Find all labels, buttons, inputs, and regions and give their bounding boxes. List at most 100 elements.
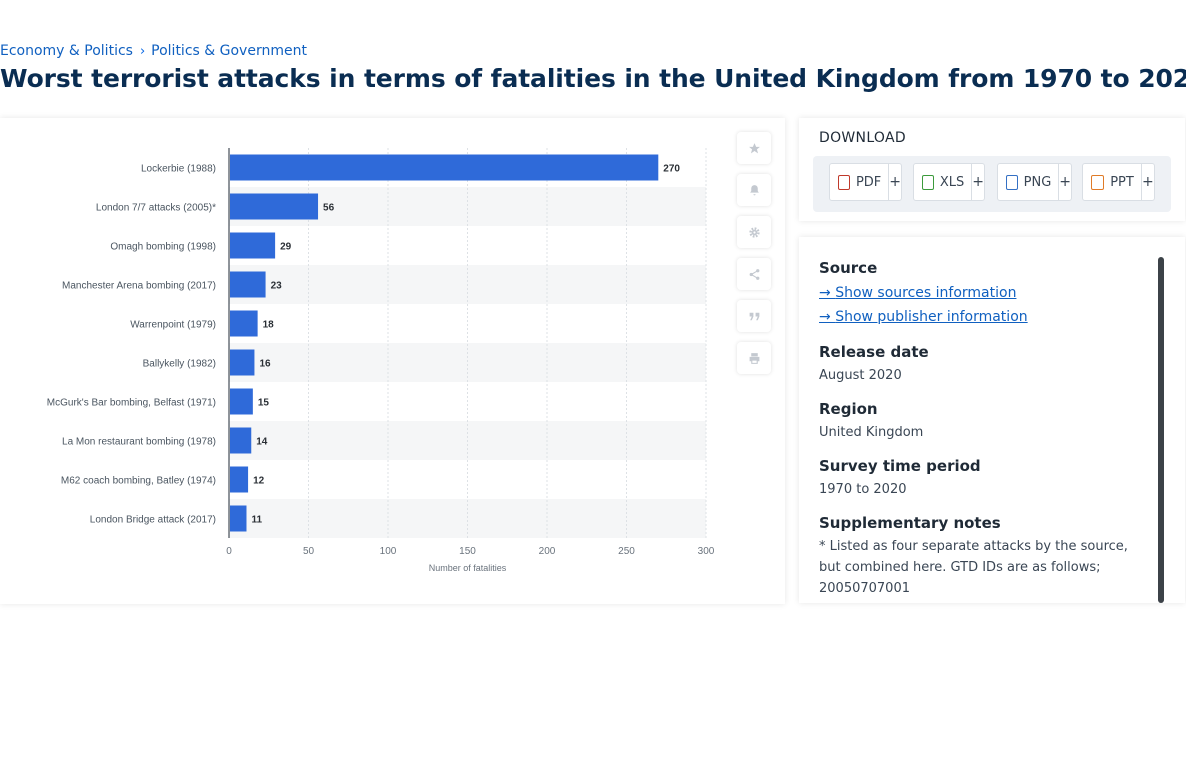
notification-button[interactable] <box>737 174 771 206</box>
category-label: London 7/7 attacks (2005)* <box>96 203 216 214</box>
category-label: McGurk's Bar bombing, Belfast (1971) <box>47 398 216 409</box>
download-pdf-button[interactable]: PDF + <box>829 163 902 201</box>
download-xls-button[interactable]: XLS + <box>913 163 985 201</box>
page-title: Worst terrorist attacks in terms of fata… <box>0 64 1186 93</box>
download-png-label: PNG <box>1023 174 1052 190</box>
region-block: Region United Kingdom <box>819 400 1149 443</box>
data-label: 16 <box>259 359 271 370</box>
bell-icon <box>749 184 759 195</box>
show-sources-label: Show sources information <box>835 285 1017 301</box>
notes-line-3: 20050707002 <box>819 599 1149 603</box>
bar <box>230 505 247 532</box>
x-tick-label: 300 <box>698 546 715 557</box>
category-label: M62 coach bombing, Batley (1974) <box>61 476 216 487</box>
png-file-icon <box>1006 174 1018 190</box>
source-heading: Source <box>819 259 878 277</box>
info-scrollbar[interactable] <box>1158 257 1164 603</box>
category-label: Manchester Arena bombing (2017) <box>62 281 216 292</box>
download-pdf-plus[interactable]: + <box>888 164 901 200</box>
data-label: 270 <box>663 164 680 175</box>
bar <box>230 232 276 259</box>
chart-toolbar <box>737 132 771 374</box>
settings-button[interactable] <box>737 216 771 248</box>
data-label: 11 <box>251 515 262 526</box>
breadcrumb-politics-government[interactable]: Politics & Government <box>151 43 307 59</box>
bar <box>230 427 252 454</box>
print-icon <box>749 352 759 364</box>
quote-icon <box>749 312 759 320</box>
xls-file-icon <box>922 174 934 190</box>
bar <box>230 388 253 415</box>
data-label: 29 <box>280 242 292 253</box>
x-tick-label: 0 <box>226 546 232 557</box>
data-label: 23 <box>271 281 283 292</box>
download-ppt-label: PPT <box>1110 174 1134 190</box>
download-title: DOWNLOAD <box>819 130 906 146</box>
ppt-file-icon <box>1091 174 1105 190</box>
source-block: Source → Show sources information → Show… <box>819 259 1149 329</box>
info-content: Source → Show sources information → Show… <box>819 259 1149 603</box>
download-card: DOWNLOAD PDF + XLS + PNG + PPT + <box>799 118 1185 221</box>
data-label: 12 <box>253 476 265 487</box>
info-card: Source → Show sources information → Show… <box>799 237 1185 603</box>
download-ppt-button[interactable]: PPT + <box>1082 163 1155 201</box>
download-png-plus[interactable]: + <box>1058 164 1071 200</box>
bar <box>230 271 266 298</box>
region-heading: Region <box>819 400 878 418</box>
cite-button[interactable] <box>737 300 771 332</box>
category-label: Ballykelly (1982) <box>143 359 216 370</box>
x-tick-label: 150 <box>459 546 476 557</box>
release-block: Release date August 2020 <box>819 343 1149 386</box>
download-xls-plus[interactable]: + <box>971 164 984 200</box>
survey-heading: Survey time period <box>819 457 981 475</box>
notes-heading: Supplementary notes <box>819 514 1001 532</box>
show-sources-link[interactable]: → Show sources information <box>819 281 1149 305</box>
category-label: London Bridge attack (2017) <box>90 515 216 526</box>
notes-block: Supplementary notes * Listed as four sep… <box>819 514 1149 603</box>
download-xls-label: XLS <box>939 174 965 190</box>
breadcrumb-economy-politics[interactable]: Economy & Politics <box>0 43 133 59</box>
download-ppt-plus[interactable]: + <box>1140 164 1154 200</box>
bar <box>230 193 319 220</box>
bar <box>230 466 249 493</box>
x-tick-label: 50 <box>303 546 315 557</box>
pdf-file-icon <box>838 174 850 190</box>
print-button[interactable] <box>737 342 771 374</box>
x-tick-label: 250 <box>618 546 635 557</box>
show-publisher-link[interactable]: → Show publisher information <box>819 305 1149 329</box>
x-tick-label: 100 <box>380 546 397 557</box>
x-tick-label: 200 <box>539 546 556 557</box>
breadcrumb-separator: › <box>139 43 146 59</box>
notes-line-2: 20050707001 <box>819 581 910 596</box>
share-button[interactable] <box>737 258 771 290</box>
data-label: 56 <box>323 203 335 214</box>
region-value: United Kingdom <box>819 425 924 440</box>
arrow-right-icon: → <box>819 309 836 325</box>
bar <box>230 349 255 376</box>
download-pdf-label: PDF <box>855 174 882 190</box>
bar-chart: 270 Lockerbie (1988) 56 London 7/7 attacks … <box>47 148 715 573</box>
release-heading: Release date <box>819 343 929 361</box>
survey-value: 1970 to 2020 <box>819 482 907 497</box>
bar <box>230 310 258 337</box>
data-label: 15 <box>258 398 270 409</box>
category-label: Lockerbie (1988) <box>141 164 216 175</box>
share-icon <box>749 268 759 280</box>
data-label: 14 <box>256 437 268 448</box>
download-png-button[interactable]: PNG + <box>997 163 1072 201</box>
category-label: Omagh bombing (1998) <box>110 242 216 253</box>
release-value: August 2020 <box>819 368 902 383</box>
data-label: 18 <box>263 320 275 331</box>
star-icon <box>748 142 760 153</box>
chart-card: 270 Lockerbie (1988) 56 London 7/7 attacks … <box>0 118 785 604</box>
favorite-button[interactable] <box>737 132 771 164</box>
show-publisher-label: Show publisher information <box>835 309 1028 325</box>
category-label: Warrenpoint (1979) <box>130 320 216 331</box>
notes-line-1: * Listed as four separate attacks by the… <box>819 539 1128 575</box>
arrow-right-icon: → <box>819 285 836 301</box>
survey-block: Survey time period 1970 to 2020 <box>819 457 1149 500</box>
download-row: PDF + XLS + PNG + PPT + <box>813 156 1171 212</box>
breadcrumb: Economy & Politics › Politics & Governme… <box>0 43 307 59</box>
x-axis-label: Number of fatalities <box>429 563 507 573</box>
bar <box>230 154 659 181</box>
